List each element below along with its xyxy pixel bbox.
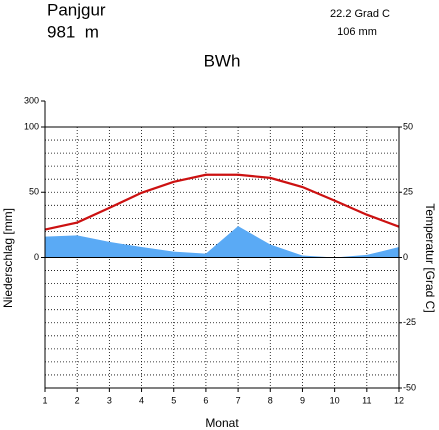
x-tick-label: 10	[330, 395, 340, 405]
climate-class: BWh	[204, 51, 241, 70]
y2-tick-label: -50	[403, 382, 416, 392]
mean-temperature: 22.2 Grad C	[330, 8, 390, 20]
y2-axis-label: Temperatur [Grad C]	[423, 203, 437, 312]
x-tick-label: 8	[268, 395, 273, 405]
y2-tick-label: -25	[403, 317, 416, 327]
x-tick-label: 9	[300, 395, 305, 405]
x-tick-label: 2	[75, 395, 80, 405]
annual-precipitation: 106 mm	[337, 26, 377, 38]
precipitation-area	[45, 226, 399, 258]
x-tick-label: 11	[362, 395, 371, 405]
y2-tick-label: 0	[403, 252, 408, 262]
y-tick-label: 50	[29, 187, 39, 197]
y2-tick-label: 25	[403, 187, 413, 197]
x-tick-label: 12	[394, 395, 404, 405]
y-tick-label: 100	[24, 121, 39, 131]
x-tick-label: 3	[107, 395, 112, 405]
elevation: 981 m	[47, 22, 99, 41]
x-tick-label: 5	[171, 395, 176, 405]
y-tick-label: 0	[34, 252, 39, 262]
x-tick-label: 4	[139, 395, 144, 405]
temperature-line	[44, 173, 400, 231]
station: Panjgur	[47, 0, 106, 19]
y-tick-label: 300	[24, 95, 39, 105]
x-tick-label: 6	[203, 395, 208, 405]
y2-tick-label: 50	[403, 121, 413, 131]
x-axis-label: Monat	[205, 416, 239, 430]
x-tick-label: 7	[236, 395, 241, 405]
y-axis-label: Niederschlag [mm]	[1, 208, 15, 308]
x-tick-label: 1	[42, 395, 47, 405]
